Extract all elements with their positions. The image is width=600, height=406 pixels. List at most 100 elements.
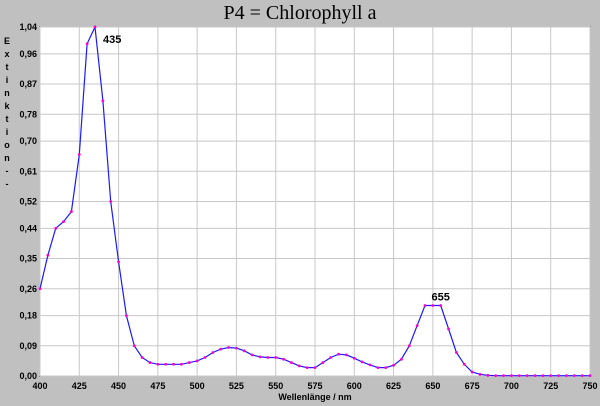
data-point xyxy=(541,374,545,378)
data-point xyxy=(478,372,482,376)
data-point xyxy=(54,226,58,230)
data-point xyxy=(305,366,309,370)
series-layer xyxy=(38,24,592,378)
x-axis-label: Wellenlänge / nm xyxy=(278,392,351,402)
data-point xyxy=(329,356,333,359)
data-point xyxy=(242,349,246,353)
x-tick-label: 475 xyxy=(150,381,165,391)
axis-tick-labels: 400 425 450 475 500 525 550 575 600 625 650 675 700 7… xyxy=(19,22,597,391)
data-point xyxy=(392,363,395,367)
y-label-letter: - xyxy=(6,179,9,189)
data-point xyxy=(109,200,113,203)
x-tick-label: 650 xyxy=(425,381,440,391)
data-point xyxy=(187,361,191,364)
data-point xyxy=(415,324,419,328)
data-point xyxy=(282,357,285,361)
data-point xyxy=(85,42,89,46)
data-point xyxy=(38,287,42,291)
y-label-letter: o xyxy=(4,140,10,150)
peak-label: 655 xyxy=(432,292,450,304)
y-tick-label: 0,52 xyxy=(19,197,37,207)
y-tick-label: 0,44 xyxy=(19,223,37,233)
data-point xyxy=(140,356,144,359)
x-tick-label: 750 xyxy=(582,381,597,391)
data-point xyxy=(502,374,505,378)
data-point xyxy=(486,373,490,377)
data-point xyxy=(368,363,372,367)
y-label-letter: i xyxy=(6,127,9,137)
data-point xyxy=(93,25,97,29)
data-point xyxy=(431,304,435,307)
x-tick-label: 725 xyxy=(543,381,558,391)
data-point xyxy=(274,356,278,359)
data-point xyxy=(376,366,380,370)
x-tick-label: 550 xyxy=(268,381,283,391)
data-point xyxy=(407,344,411,348)
x-tick-label: 575 xyxy=(307,381,322,391)
data-point xyxy=(494,374,498,378)
data-point xyxy=(345,353,348,357)
data-point xyxy=(580,374,584,378)
data-point xyxy=(447,327,450,331)
data-point xyxy=(195,359,199,363)
x-tick-label: 625 xyxy=(386,381,401,391)
data-point xyxy=(533,374,537,378)
x-tick-label: 500 xyxy=(190,381,205,391)
y-tick-label: 0,09 xyxy=(19,341,37,351)
data-point xyxy=(62,220,65,224)
data-point xyxy=(455,351,458,354)
data-point xyxy=(557,374,560,378)
data-point xyxy=(337,352,340,356)
data-point xyxy=(290,361,293,364)
data-point xyxy=(297,364,301,368)
y-tick-label: 0,96 xyxy=(19,49,37,59)
data-point xyxy=(203,356,207,359)
y-label-letter: E xyxy=(4,36,10,46)
y-label-letter: k xyxy=(4,101,10,111)
data-point xyxy=(423,304,427,307)
y-label-letter: - xyxy=(6,166,9,176)
y-tick-label: 0,35 xyxy=(19,254,37,264)
x-tick-label: 525 xyxy=(229,381,244,391)
y-label-letter: i xyxy=(6,75,9,85)
data-point xyxy=(360,360,364,364)
y-label-letter: n xyxy=(4,153,10,163)
data-point xyxy=(462,362,466,366)
data-point xyxy=(470,370,474,374)
x-tick-label: 675 xyxy=(465,381,480,391)
data-point xyxy=(117,260,120,264)
x-tick-label: 600 xyxy=(347,381,362,391)
y-tick-label: 0,70 xyxy=(19,136,37,146)
y-tick-label: 0,78 xyxy=(19,109,37,119)
y-tick-label: 1,04 xyxy=(19,22,37,32)
data-point xyxy=(227,346,230,349)
x-tick-label: 425 xyxy=(72,381,87,391)
data-point xyxy=(525,374,529,378)
data-point xyxy=(156,362,160,366)
y-tick-label: 0,61 xyxy=(19,166,37,176)
data-point xyxy=(180,362,183,366)
data-point xyxy=(352,356,356,360)
x-tick-label: 700 xyxy=(504,381,519,391)
x-tick-label: 450 xyxy=(111,381,126,391)
data-point xyxy=(148,361,152,364)
data-point xyxy=(101,99,105,103)
data-point xyxy=(572,374,576,378)
y-tick-label: 0,26 xyxy=(19,284,37,294)
y-tick-label: 0,18 xyxy=(19,311,37,321)
y-tick-label: 0,00 xyxy=(19,371,37,381)
data-point xyxy=(321,361,325,364)
data-point xyxy=(565,374,568,378)
y-label-letter: t xyxy=(6,62,9,72)
data-point xyxy=(164,362,168,366)
data-point xyxy=(211,351,215,354)
data-point xyxy=(125,314,128,317)
data-point xyxy=(46,253,50,257)
data-point xyxy=(400,357,403,361)
data-point xyxy=(70,210,73,213)
y-label-letter: n xyxy=(4,88,10,98)
data-point xyxy=(517,374,521,378)
data-point xyxy=(172,362,175,366)
